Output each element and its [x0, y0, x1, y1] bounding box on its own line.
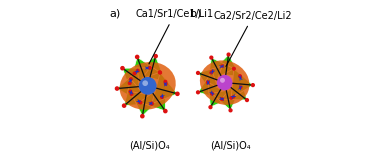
Ellipse shape — [200, 60, 249, 105]
Circle shape — [232, 67, 236, 70]
Circle shape — [138, 100, 141, 104]
Circle shape — [138, 101, 143, 104]
Polygon shape — [212, 87, 241, 110]
Polygon shape — [222, 76, 247, 100]
Polygon shape — [208, 82, 234, 107]
Polygon shape — [117, 71, 141, 103]
Circle shape — [210, 92, 214, 96]
Text: b): b) — [190, 8, 201, 18]
Circle shape — [196, 90, 200, 94]
Circle shape — [217, 75, 232, 90]
Circle shape — [209, 71, 213, 75]
Polygon shape — [198, 71, 222, 99]
Circle shape — [232, 95, 235, 99]
Circle shape — [206, 80, 210, 84]
Circle shape — [210, 92, 214, 95]
Circle shape — [158, 70, 162, 74]
Polygon shape — [152, 73, 177, 104]
Circle shape — [129, 77, 133, 81]
Circle shape — [239, 86, 243, 89]
Circle shape — [239, 75, 242, 79]
Circle shape — [220, 97, 224, 101]
Circle shape — [196, 71, 200, 75]
Circle shape — [220, 97, 224, 101]
Polygon shape — [139, 84, 166, 111]
Text: Ca2/Sr2/Ce2/Li2: Ca2/Sr2/Ce2/Li2 — [214, 11, 292, 66]
Circle shape — [122, 103, 126, 108]
Circle shape — [210, 70, 214, 73]
Text: (Al/Si)O₄: (Al/Si)O₄ — [129, 141, 170, 151]
Circle shape — [206, 81, 210, 84]
Polygon shape — [198, 66, 222, 94]
Circle shape — [140, 114, 145, 118]
Circle shape — [209, 55, 214, 60]
Circle shape — [139, 77, 156, 95]
Circle shape — [129, 92, 133, 96]
Text: Ca1/Sr1/Ce1/Li1: Ca1/Sr1/Ce1/Li1 — [135, 9, 214, 64]
Circle shape — [120, 66, 125, 70]
Circle shape — [175, 92, 180, 96]
Polygon shape — [231, 69, 253, 98]
Circle shape — [150, 102, 154, 106]
Circle shape — [208, 105, 212, 109]
Polygon shape — [208, 58, 234, 82]
Circle shape — [163, 109, 168, 113]
Circle shape — [251, 83, 255, 87]
Polygon shape — [124, 79, 151, 106]
Polygon shape — [122, 68, 150, 94]
Circle shape — [136, 69, 140, 73]
Circle shape — [163, 80, 167, 84]
Circle shape — [129, 90, 132, 94]
Circle shape — [153, 54, 158, 58]
Text: a): a) — [110, 8, 121, 18]
Circle shape — [160, 95, 164, 99]
Text: (Al/Si)O₄: (Al/Si)O₄ — [210, 141, 251, 151]
Circle shape — [143, 80, 148, 86]
Circle shape — [245, 98, 249, 102]
Circle shape — [232, 67, 235, 70]
Circle shape — [229, 96, 233, 100]
Circle shape — [228, 108, 233, 112]
Circle shape — [158, 71, 162, 75]
Polygon shape — [130, 57, 160, 83]
Circle shape — [132, 71, 136, 75]
Ellipse shape — [120, 62, 176, 110]
Circle shape — [220, 64, 224, 68]
Circle shape — [148, 66, 152, 70]
Circle shape — [238, 74, 242, 78]
Circle shape — [164, 82, 168, 86]
Circle shape — [220, 78, 225, 83]
Circle shape — [128, 81, 132, 85]
Circle shape — [226, 52, 231, 57]
Circle shape — [149, 102, 153, 106]
Circle shape — [115, 86, 119, 91]
Polygon shape — [135, 56, 166, 82]
Polygon shape — [211, 55, 240, 77]
Circle shape — [135, 55, 139, 59]
Polygon shape — [130, 92, 162, 116]
